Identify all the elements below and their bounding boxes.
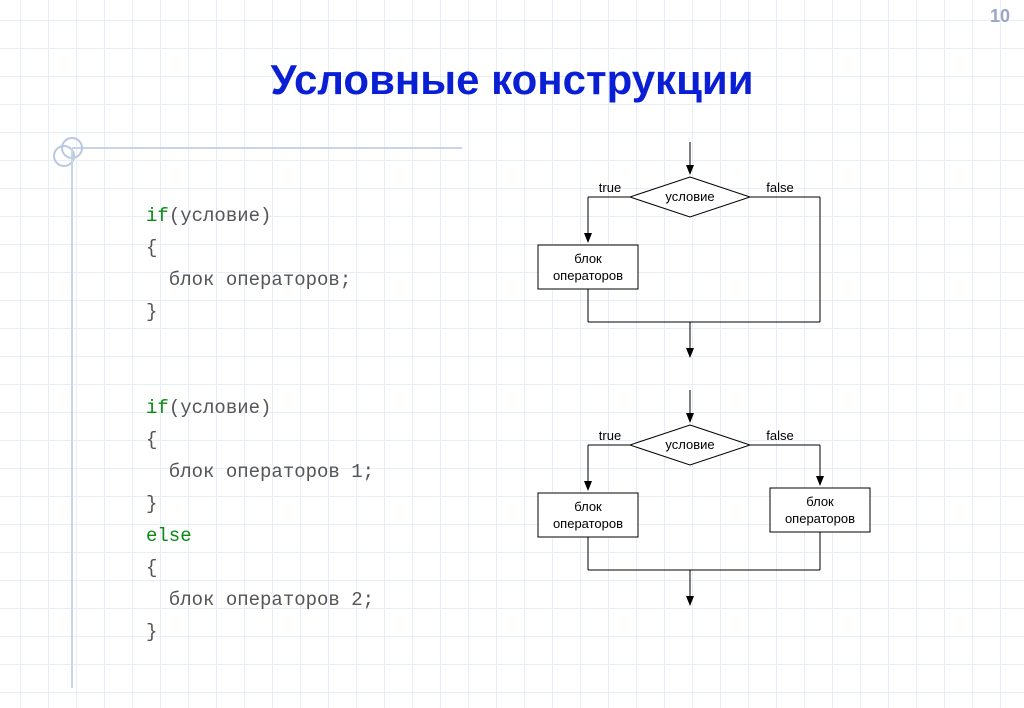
code-if-open: { <box>146 237 157 259</box>
keyword-else: else <box>146 525 192 547</box>
code-if-close: } <box>146 301 157 323</box>
code-ifelse-close2: } <box>146 621 157 643</box>
code-if-cond: (условие) <box>169 205 272 227</box>
flow2-false-label: false <box>766 428 793 443</box>
page-number: 10 <box>990 6 1010 27</box>
flow2-condition-label: условие <box>665 437 714 452</box>
code-if-body: блок операторов; <box>146 269 351 291</box>
flow-block-line1: блок <box>574 251 602 266</box>
flowchart-ifelse: условие true блок операторов false блок … <box>520 390 900 620</box>
page-title: Условные конструкции <box>0 56 1024 104</box>
flow2-block2-line1: блок <box>806 494 834 509</box>
flow-condition-label: условие <box>665 189 714 204</box>
code-ifelse-body2: блок операторов 2; <box>146 589 374 611</box>
flow-true-label: true <box>599 180 621 195</box>
code-ifelse-open2: { <box>146 557 157 579</box>
code-ifelse-cond: (условие) <box>169 397 272 419</box>
flow2-block2-line2: операторов <box>785 511 855 526</box>
code-ifelse-open1: { <box>146 429 157 451</box>
keyword-if: if <box>146 205 169 227</box>
code-if-block: if(условие) { блок операторов; } <box>146 168 351 328</box>
flow2-block1-line2: операторов <box>553 516 623 531</box>
keyword-if2: if <box>146 397 169 419</box>
code-ifelse-body1: блок операторов 1; <box>146 461 374 483</box>
code-ifelse-close1: } <box>146 493 157 515</box>
code-ifelse-block: if(условие) { блок операторов 1; } else … <box>146 360 374 648</box>
flowchart-if: условие true блок операторов false <box>520 142 880 372</box>
flow2-true-label: true <box>599 428 621 443</box>
flow2-block1-line1: блок <box>574 499 602 514</box>
flow-block-line2: операторов <box>553 268 623 283</box>
flow-false-label: false <box>766 180 793 195</box>
